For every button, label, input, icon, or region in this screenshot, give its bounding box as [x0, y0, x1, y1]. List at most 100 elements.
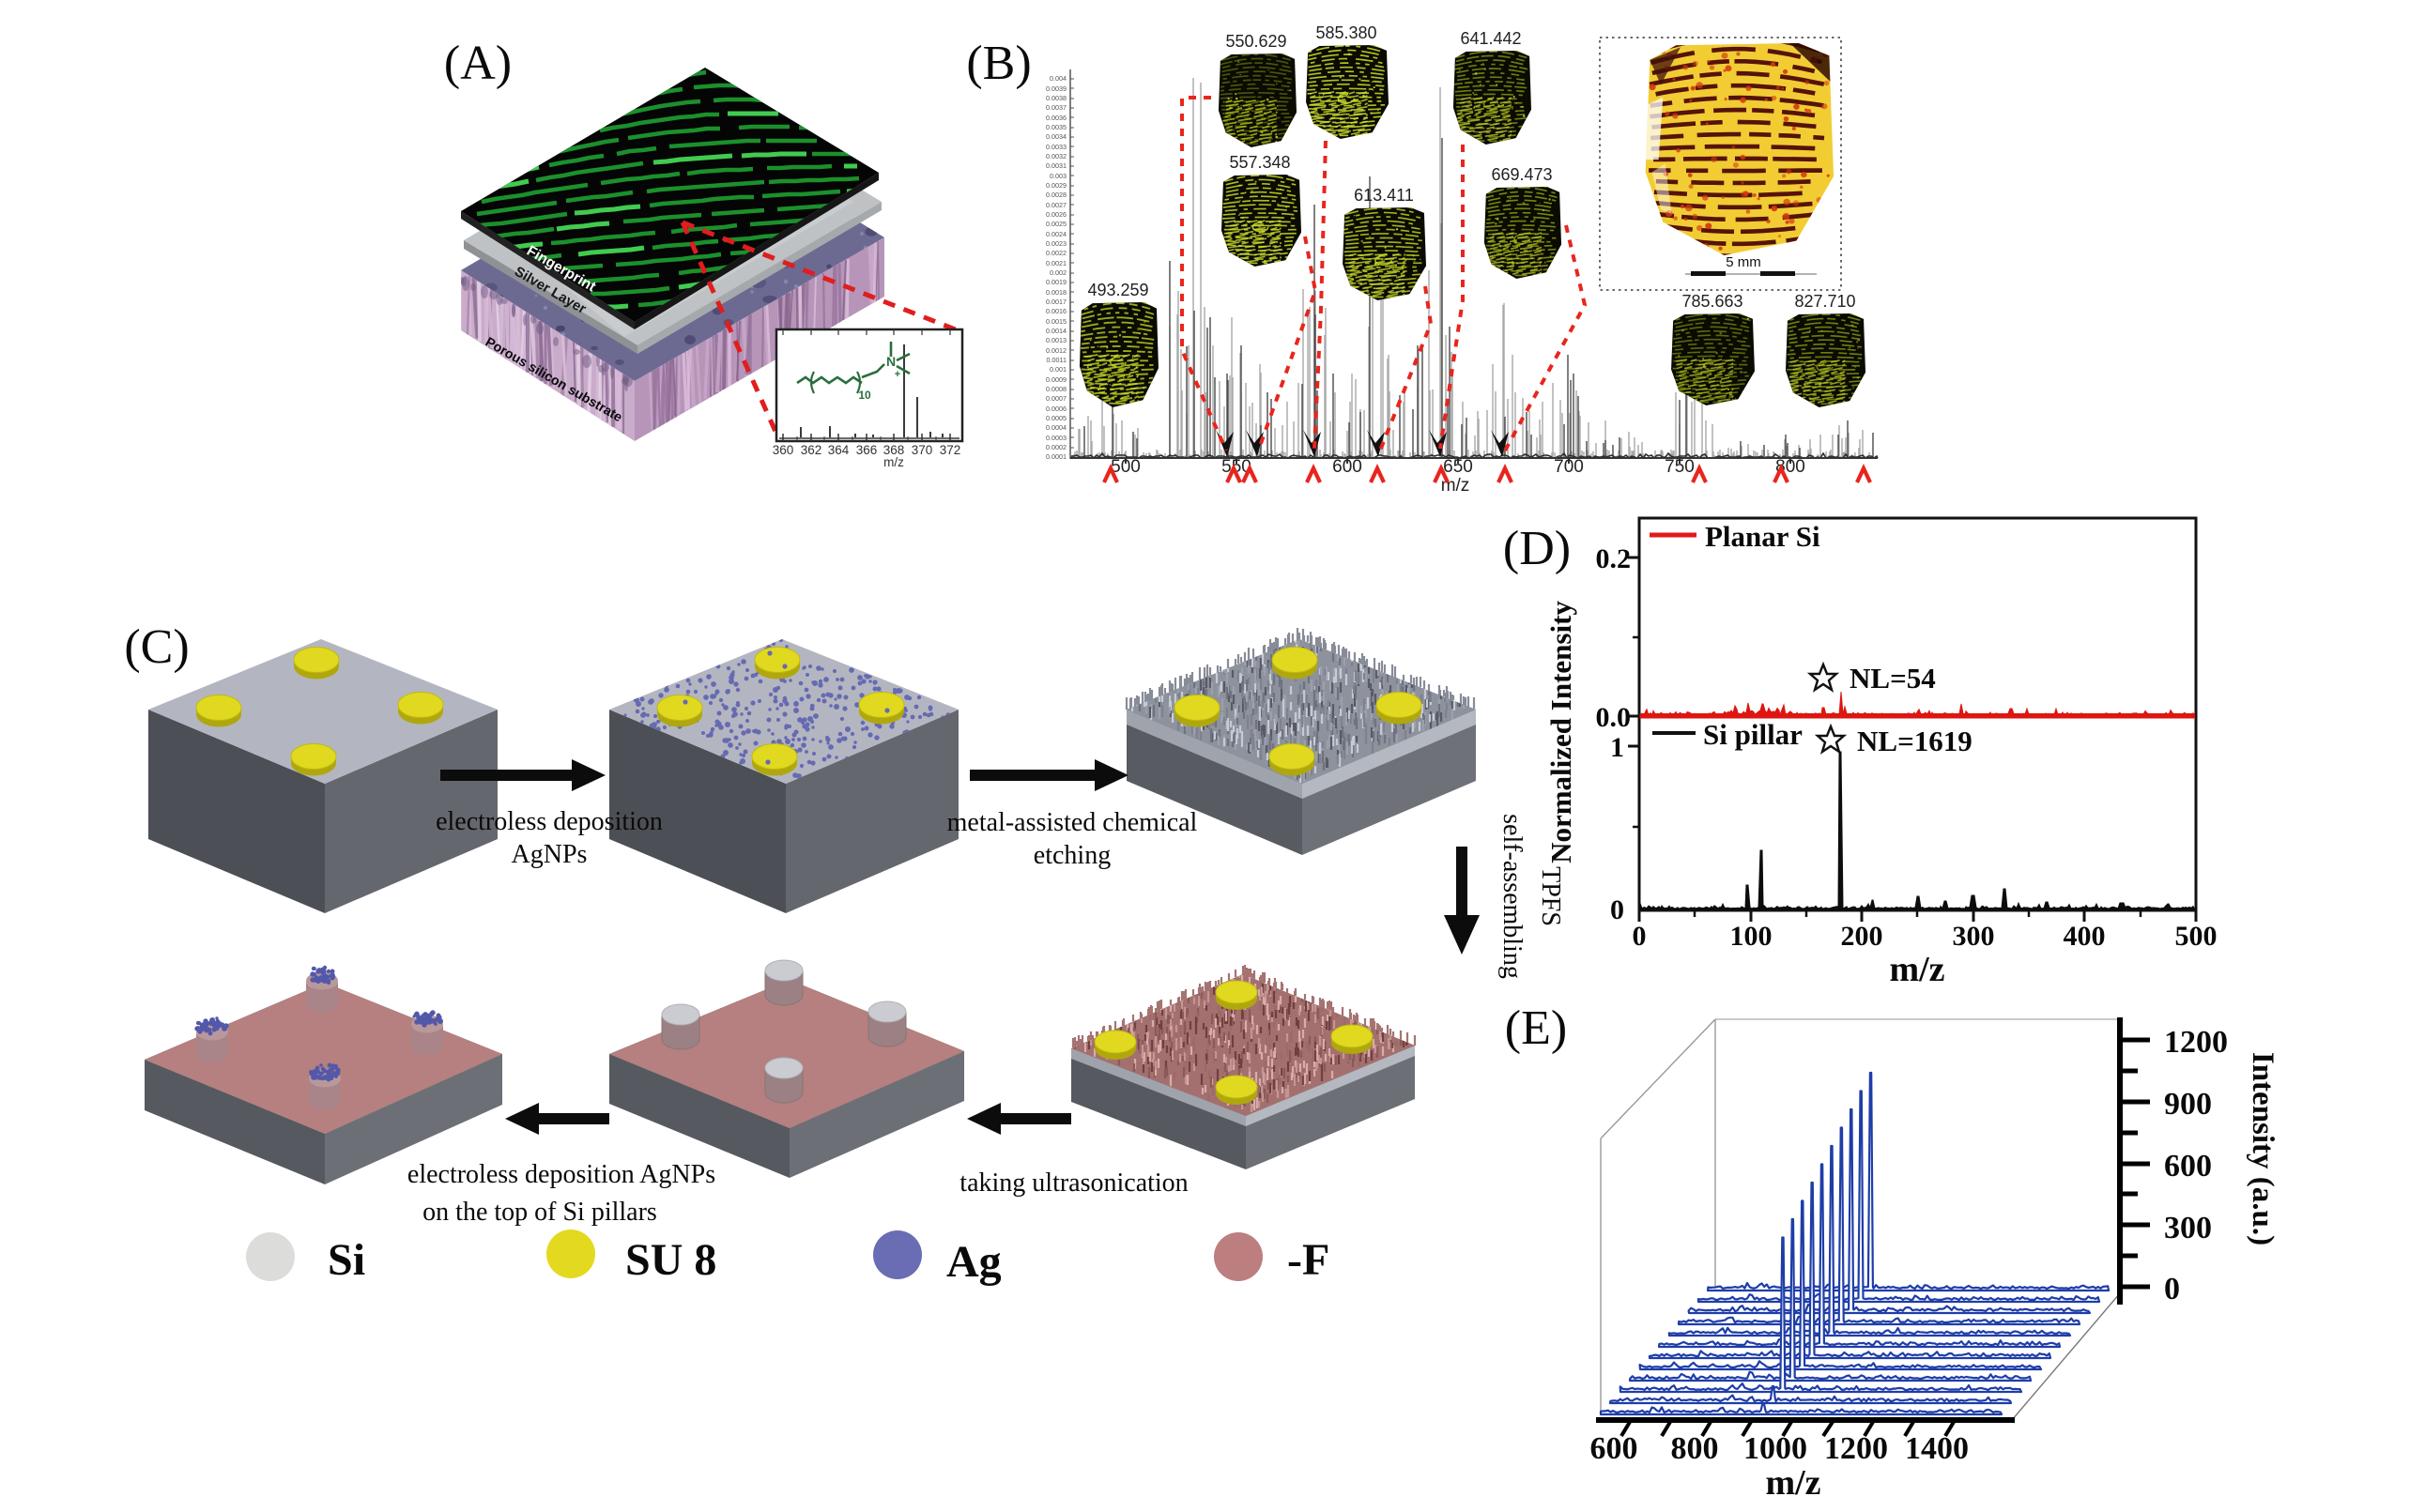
svg-text:0: 0	[1610, 894, 1624, 925]
svg-text:Ag: Ag	[946, 1237, 1002, 1287]
svg-text:750: 750	[1665, 457, 1695, 477]
svg-text:0.0031: 0.0031	[1046, 161, 1067, 170]
svg-text:800: 800	[1671, 1431, 1719, 1466]
svg-text:0.003: 0.003	[1050, 172, 1067, 180]
svg-text:on the top of Si pillars: on the top of Si pillars	[422, 1198, 657, 1227]
svg-text:+: +	[895, 369, 900, 380]
svg-text:0: 0	[2164, 1272, 2180, 1306]
svg-text:0.0004: 0.0004	[1046, 423, 1067, 432]
svg-text:641.442: 641.442	[1460, 29, 1521, 48]
svg-text:0.0007: 0.0007	[1046, 394, 1067, 403]
svg-text:electroless deposition AgNPs: electroless deposition AgNPs	[407, 1160, 715, 1189]
svg-text:600: 600	[1332, 457, 1362, 477]
svg-text:0.0019: 0.0019	[1046, 278, 1067, 286]
svg-text:Si: Si	[328, 1235, 365, 1285]
svg-text:0.0003: 0.0003	[1046, 434, 1067, 442]
svg-text:370: 370	[912, 443, 933, 457]
svg-text:metal-assisted chemical: metal-assisted chemical	[947, 808, 1198, 837]
svg-text:0.0015: 0.0015	[1046, 317, 1067, 326]
svg-text:0.0008: 0.0008	[1046, 385, 1067, 393]
svg-text:493.259: 493.259	[1087, 281, 1148, 299]
svg-text:600: 600	[2164, 1149, 2212, 1184]
svg-text:557.348: 557.348	[1229, 153, 1290, 172]
svg-text:500: 500	[2175, 921, 2218, 952]
svg-text:m/z: m/z	[883, 455, 904, 469]
svg-text:0.0002: 0.0002	[1046, 443, 1067, 451]
svg-text:5 mm: 5 mm	[1726, 254, 1761, 270]
svg-text:0.004: 0.004	[1050, 74, 1067, 83]
svg-text:(D): (D)	[1503, 522, 1571, 575]
svg-text:0.0011: 0.0011	[1047, 356, 1067, 364]
svg-text:0.0009: 0.0009	[1046, 375, 1067, 384]
svg-text:300: 300	[1953, 921, 1995, 952]
svg-text:372: 372	[940, 443, 961, 457]
svg-text:0.0038: 0.0038	[1046, 94, 1067, 102]
svg-text:m/z: m/z	[1889, 950, 1944, 989]
svg-text:0.2: 0.2	[1596, 543, 1632, 574]
svg-text:0.0021: 0.0021	[1046, 259, 1067, 267]
svg-text:AgNPs: AgNPs	[512, 840, 588, 869]
svg-text:400: 400	[2064, 921, 2106, 952]
svg-text:0.0027: 0.0027	[1046, 201, 1067, 209]
svg-text:360: 360	[773, 443, 794, 457]
svg-text:600: 600	[1590, 1431, 1638, 1466]
svg-text:0.0037: 0.0037	[1046, 103, 1067, 112]
svg-text:550.629: 550.629	[1225, 32, 1286, 51]
svg-text:0.0028: 0.0028	[1046, 191, 1067, 199]
svg-text:Si pillar: Si pillar	[1703, 718, 1803, 751]
svg-text:300: 300	[2164, 1211, 2212, 1245]
svg-text:366: 366	[856, 443, 878, 457]
svg-text:0.0035: 0.0035	[1046, 123, 1067, 131]
svg-text:1: 1	[1610, 732, 1624, 763]
svg-text:1000: 1000	[1743, 1431, 1807, 1466]
svg-text:N: N	[886, 354, 896, 369]
svg-text:613.411: 613.411	[1354, 186, 1414, 205]
svg-text:362: 362	[801, 443, 822, 457]
svg-text:SU 8: SU 8	[625, 1235, 716, 1285]
svg-text:368: 368	[883, 443, 905, 457]
svg-text:0.001: 0.001	[1050, 365, 1067, 374]
svg-text:taking ultrasonication: taking ultrasonication	[959, 1168, 1188, 1198]
svg-text:NL=54: NL=54	[1850, 662, 1936, 695]
svg-text:200: 200	[1841, 921, 1883, 952]
svg-text:585.380: 585.380	[1315, 23, 1376, 42]
svg-text:900: 900	[2164, 1087, 2212, 1122]
svg-text:0.0018: 0.0018	[1046, 288, 1067, 297]
svg-text:0.0034: 0.0034	[1046, 132, 1067, 141]
svg-text:self-assembling: self-assembling	[1497, 814, 1527, 979]
svg-text:-F: -F	[1287, 1235, 1329, 1285]
svg-text:0.0001: 0.0001	[1046, 452, 1067, 461]
svg-text:700: 700	[1554, 457, 1584, 477]
svg-text:(B): (B)	[966, 37, 1031, 90]
svg-text:1200: 1200	[2164, 1025, 2228, 1060]
svg-text:Normalized Intensity: Normalized Intensity	[1544, 601, 1577, 863]
svg-text:0.0039: 0.0039	[1046, 84, 1067, 93]
svg-text:(A): (A)	[444, 37, 512, 90]
svg-text:0.0033: 0.0033	[1046, 143, 1067, 151]
svg-text:m/z: m/z	[1765, 1463, 1820, 1503]
svg-text:0.0032: 0.0032	[1046, 152, 1067, 160]
svg-text:827.710: 827.710	[1794, 292, 1855, 311]
svg-text:1400: 1400	[1905, 1431, 1969, 1466]
svg-text:0.0: 0.0	[1596, 702, 1632, 733]
svg-text:550: 550	[1221, 457, 1251, 477]
svg-text:(C): (C)	[124, 620, 189, 674]
svg-text:0: 0	[1633, 921, 1647, 952]
svg-text:0.0013: 0.0013	[1046, 336, 1067, 344]
svg-text:0.0005: 0.0005	[1046, 414, 1067, 422]
svg-text:0.0029: 0.0029	[1046, 181, 1067, 190]
svg-text:0.0036: 0.0036	[1046, 114, 1067, 122]
svg-text:500: 500	[1111, 457, 1141, 477]
svg-text:785.663: 785.663	[1681, 292, 1742, 311]
svg-text:0.0025: 0.0025	[1046, 220, 1067, 228]
svg-text:1200: 1200	[1824, 1431, 1888, 1466]
svg-text:10: 10	[858, 389, 871, 402]
svg-text:(E): (E)	[1505, 1001, 1567, 1055]
svg-text:0.0006: 0.0006	[1046, 405, 1067, 413]
svg-text:0.0014: 0.0014	[1046, 327, 1067, 335]
svg-text:669.473: 669.473	[1491, 165, 1552, 184]
svg-text:0.0022: 0.0022	[1046, 249, 1067, 257]
svg-text:electroless deposition: electroless deposition	[436, 807, 663, 836]
svg-text:0.002: 0.002	[1050, 268, 1067, 277]
svg-text:etching: etching	[1034, 841, 1111, 870]
